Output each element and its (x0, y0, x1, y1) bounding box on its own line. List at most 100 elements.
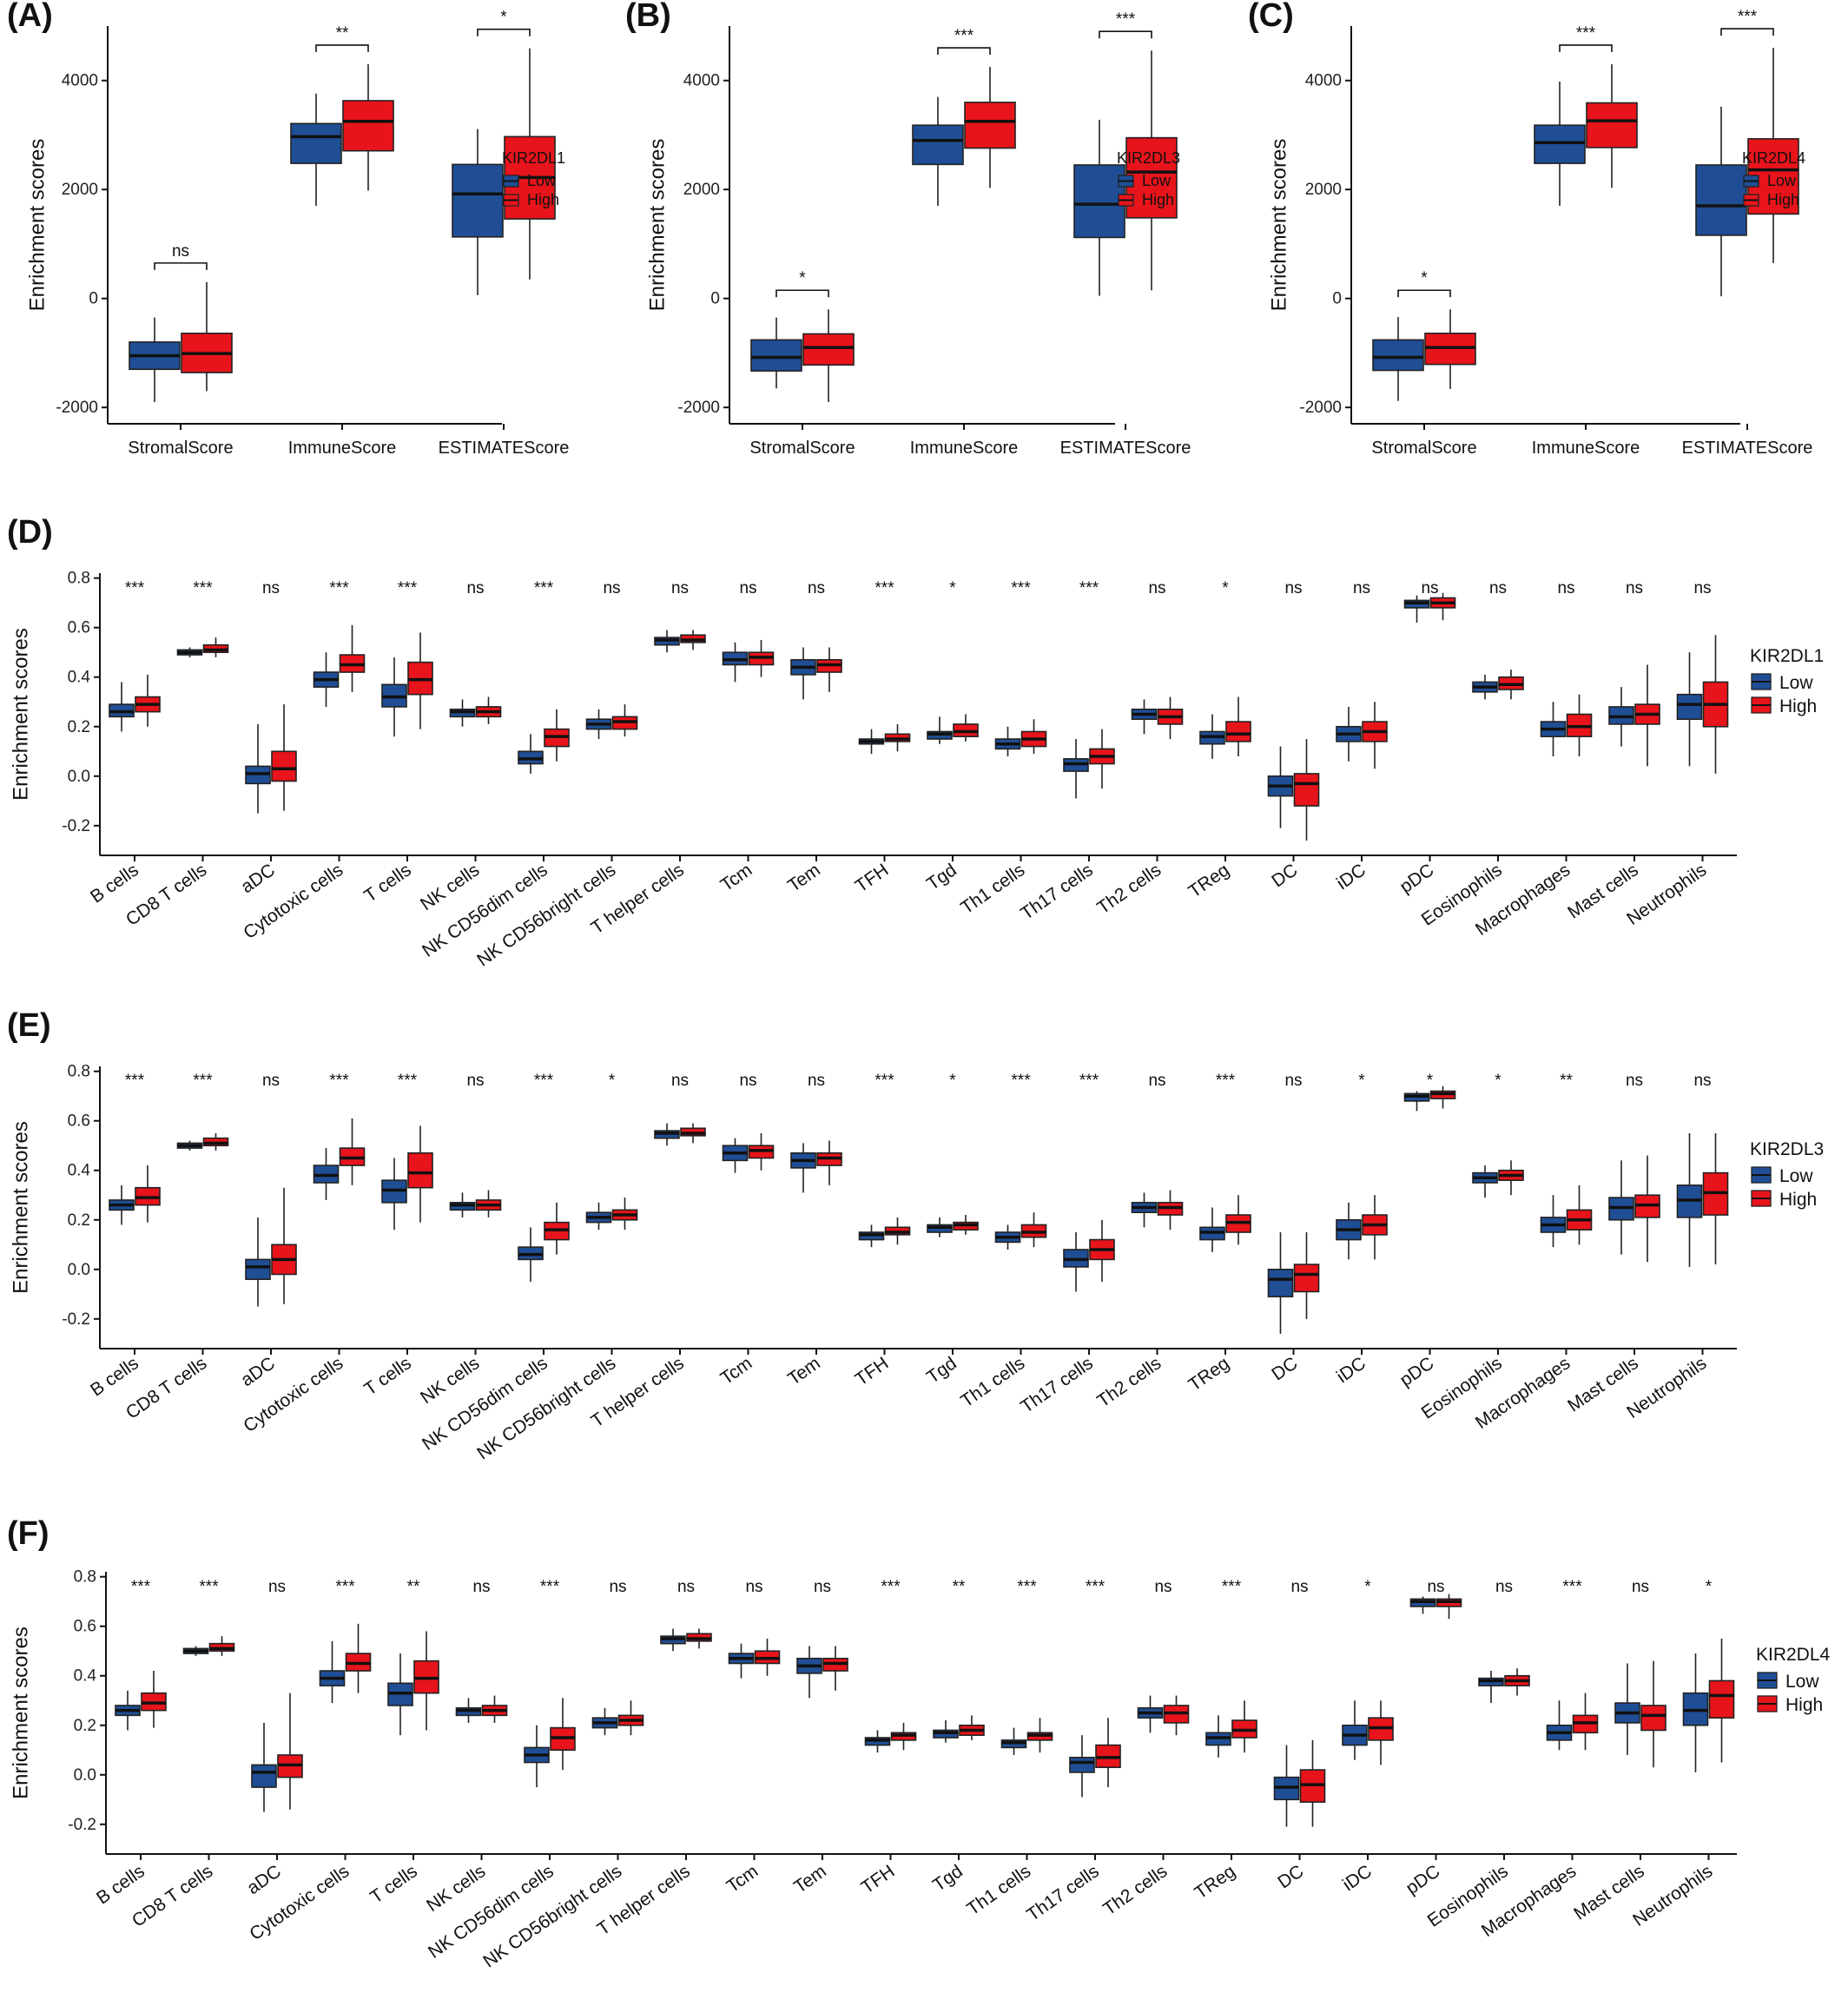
legend: KIR2DL3 Low High (1117, 149, 1180, 208)
category-label: Th2 cells (1093, 860, 1165, 918)
category-label: Tem (784, 1353, 824, 1389)
panel-b: (B) Enrichment scores -2000 0 2000 4000 * Strom… (625, 0, 1191, 458)
significance-bracket (937, 47, 991, 56)
category-label: Th17 cells (1017, 860, 1097, 924)
box-low (452, 163, 504, 238)
y-tick-label: 0.6 (68, 619, 90, 637)
box-low (1073, 164, 1125, 239)
legend-title: KIR2DL1 (1750, 646, 1824, 666)
legend-label-high: High (1785, 1695, 1823, 1715)
significance-label: *** (874, 579, 894, 597)
box-high (342, 100, 394, 152)
panel-letter: (A) (7, 0, 53, 34)
box-low (245, 1258, 271, 1280)
significance-label: *** (1116, 10, 1136, 29)
panel-c: (C) Enrichment scores -2000 0 2000 4000 * Strom… (1248, 0, 1812, 458)
significance-bracket (776, 289, 829, 298)
significance-label: ns (739, 1072, 756, 1090)
significance-label: ns (1626, 579, 1643, 597)
significance-bracket (1099, 30, 1152, 39)
category-label: iDC (1333, 860, 1370, 894)
legend-label-low: Low (1785, 1672, 1819, 1692)
significance-label: ns (603, 579, 620, 597)
significance-bracket (154, 262, 208, 270)
significance-label: ns (677, 1578, 695, 1596)
y-tick-label: 4000 (1305, 72, 1342, 90)
category-label: pDC (1396, 860, 1438, 897)
panel-letter: (D) (7, 514, 53, 551)
y-tick-label: 0.8 (68, 1063, 90, 1081)
category-label: TReg (1191, 1861, 1239, 1903)
significance-label: ** (1560, 1072, 1573, 1090)
box-high (802, 333, 855, 366)
y-tick-label: -0.2 (62, 1310, 90, 1329)
significance-label: *** (1738, 8, 1758, 26)
category-label: aDC (237, 860, 279, 897)
category-label: Th17 cells (1023, 1861, 1103, 1925)
category-label: DC (1268, 1353, 1301, 1384)
y-tick-label: 0.6 (74, 1618, 96, 1636)
significance-label: * (1706, 1578, 1713, 1596)
panel-letter: (F) (7, 1515, 50, 1552)
y-tick-label: 0 (89, 290, 98, 308)
category-label: TReg (1185, 1353, 1233, 1395)
significance-label: * (799, 269, 806, 287)
significance-label: ns (609, 1578, 626, 1596)
y-tick-label: 0 (1332, 290, 1342, 308)
significance-label: ns (1148, 1072, 1165, 1090)
panel-letter: (B) (625, 0, 671, 34)
legend-label-low: Low (1142, 172, 1172, 189)
category-label: ImmuneScore (1532, 439, 1640, 458)
significance-label: ns (808, 1072, 825, 1090)
box-high (964, 102, 1016, 149)
significance-label: ns (1290, 1578, 1308, 1596)
significance-label: *** (125, 579, 145, 597)
category-label: DC (1274, 1861, 1307, 1892)
category-label: ESTIMATEScore (439, 439, 570, 458)
significance-label: *** (199, 1578, 219, 1596)
y-axis-title: Enrichment scores (9, 1121, 32, 1294)
category-label: aDC (243, 1861, 285, 1898)
legend-label-low: Low (1779, 1166, 1813, 1186)
significance-label: *** (398, 579, 418, 597)
significance-label: ns (472, 1578, 490, 1596)
legend-title: KIR2DL1 (502, 149, 565, 167)
y-tick-label: -2000 (1299, 399, 1342, 417)
y-tick-label: 2000 (683, 181, 720, 199)
significance-label: ** (953, 1578, 966, 1596)
category-label: Th2 cells (1099, 1861, 1171, 1919)
significance-label: * (949, 579, 956, 597)
legend-label-low: Low (527, 172, 557, 189)
significance-label: *** (398, 1072, 418, 1090)
y-tick-label: 0.2 (68, 1211, 90, 1230)
box-low (1534, 124, 1586, 164)
y-tick-label: 0.8 (74, 1568, 96, 1587)
box-low (1069, 1757, 1095, 1773)
y-tick-label: -0.2 (68, 1816, 96, 1834)
significance-label: ns (1427, 1578, 1444, 1596)
y-tick-label: -2000 (56, 399, 98, 417)
significance-label: * (1358, 1072, 1365, 1090)
significance-label: *** (1216, 1072, 1236, 1090)
box-low (1372, 339, 1424, 372)
category-label: T cells (366, 1861, 421, 1907)
box-high (407, 1151, 433, 1189)
box-high (271, 750, 297, 782)
significance-label: *** (534, 579, 554, 597)
significance-bracket (1397, 289, 1451, 298)
significance-label: *** (1576, 24, 1596, 43)
legend: KIR2DL1 Low High (502, 149, 565, 208)
category-label: StromalScore (128, 439, 233, 458)
y-tick-label: 0.4 (74, 1667, 97, 1686)
y-tick-label: 0.2 (74, 1717, 96, 1735)
category-label: StromalScore (1371, 439, 1476, 458)
y-tick-label: 2000 (62, 181, 98, 199)
significance-label: *** (193, 1072, 213, 1090)
legend: KIR2DL3 Low High (1750, 1139, 1824, 1210)
legend-title: KIR2DL4 (1756, 1645, 1831, 1665)
significance-bracket (1720, 28, 1774, 36)
significance-label: ns (1421, 579, 1438, 597)
significance-label: * (609, 1072, 616, 1090)
significance-label: ns (814, 1578, 831, 1596)
